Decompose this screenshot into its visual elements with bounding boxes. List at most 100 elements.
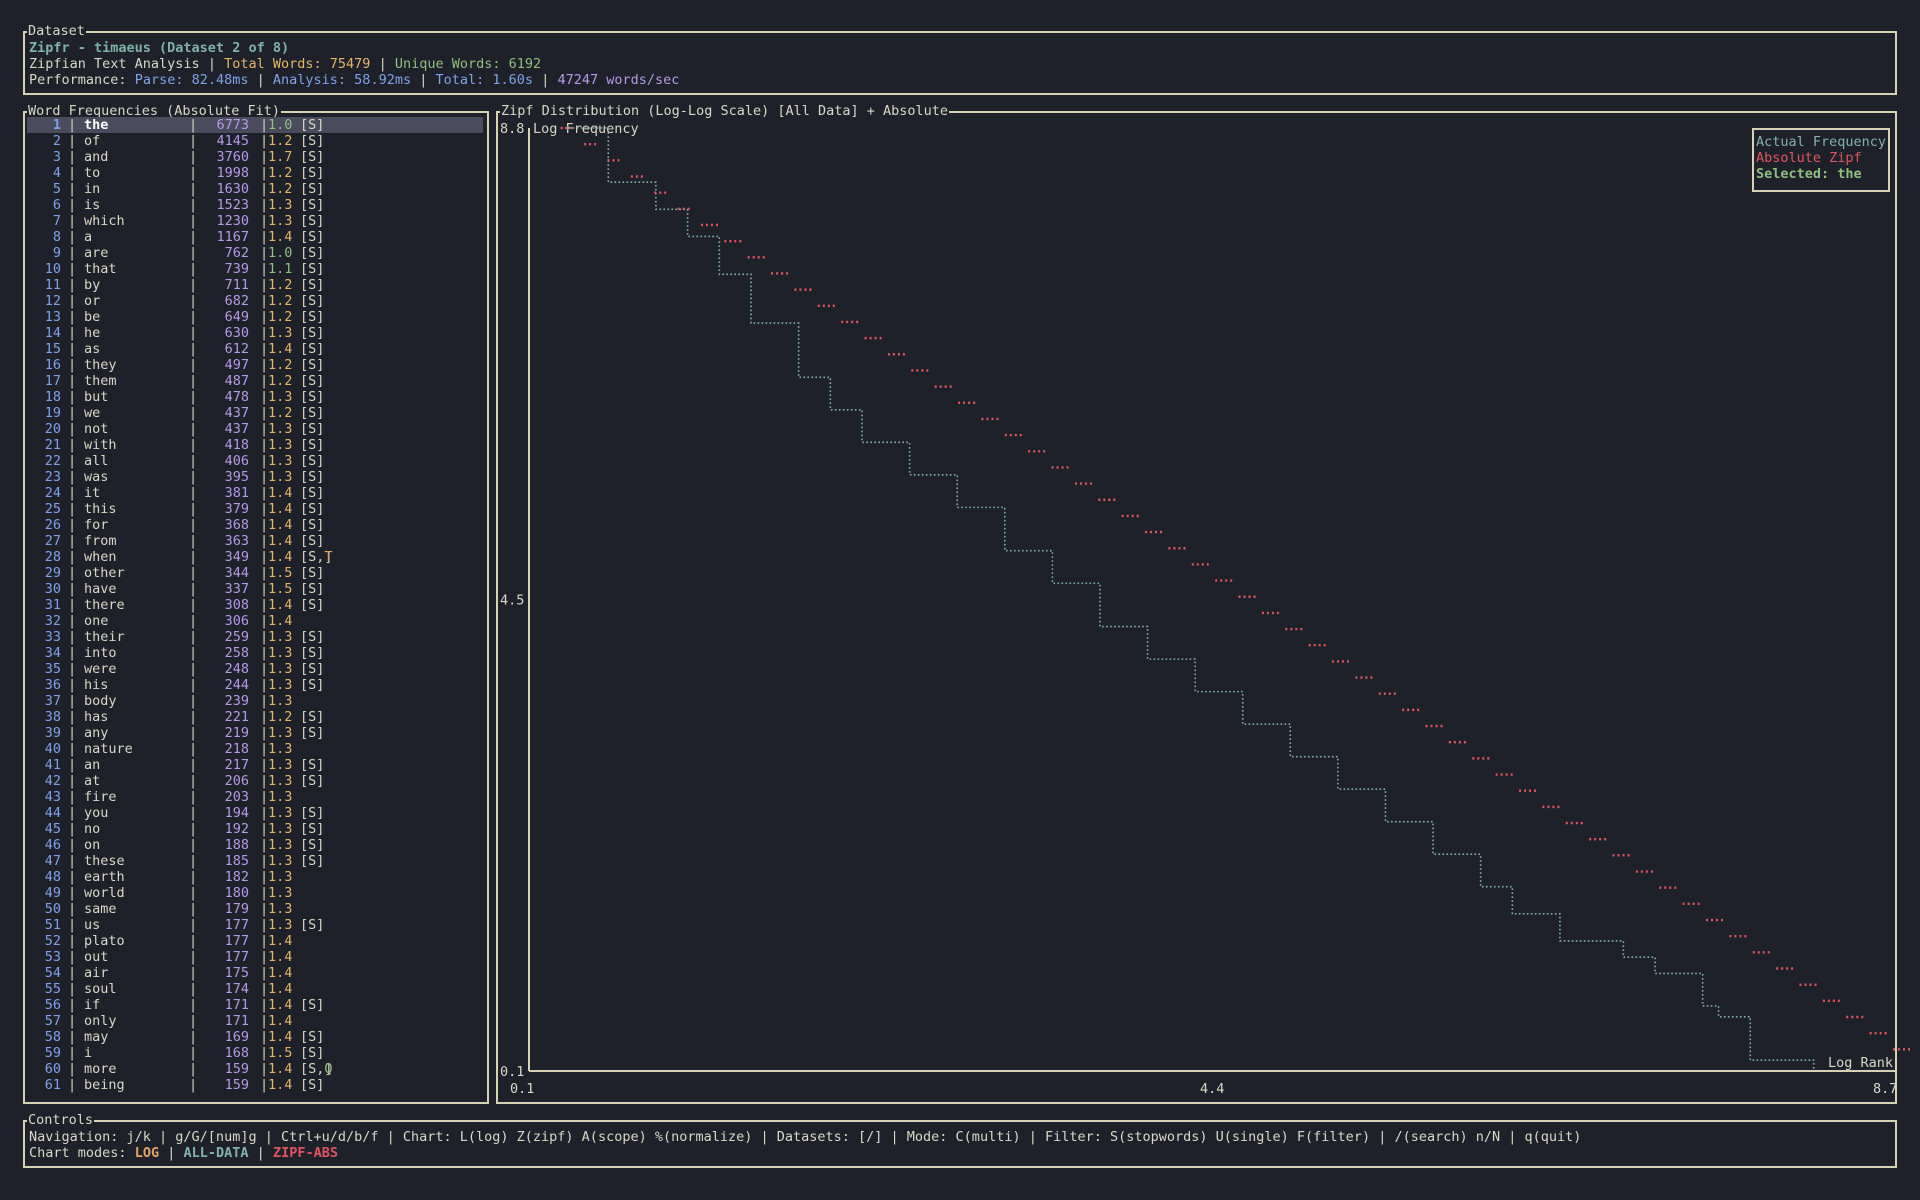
frequency-cell: 418 bbox=[224, 437, 249, 453]
separator: | bbox=[68, 997, 77, 1013]
rank-cell: 26 bbox=[44, 517, 61, 533]
word-row[interactable]: 19 | we | 437 | 1.2 [S] bbox=[27, 405, 483, 421]
word-row[interactable]: 40 | nature | 218 | 1.3 bbox=[27, 741, 483, 757]
word-row[interactable]: 9 | are | 762 | 1.0 [S] bbox=[27, 245, 483, 261]
word-row[interactable]: 7 | which | 1230 | 1.3 [S] bbox=[27, 213, 483, 229]
word-row[interactable]: 32 | one | 306 | 1.4 bbox=[27, 613, 483, 629]
word-row[interactable]: 31 | there | 308 | 1.4 [S] bbox=[27, 597, 483, 613]
frequency-cell: 337 bbox=[224, 581, 249, 597]
word-row[interactable]: 52 | plato | 177 | 1.4 bbox=[27, 933, 483, 949]
word-row[interactable]: 38 | has | 221 | 1.2 [S] bbox=[27, 709, 483, 725]
ratio-cell: 1.3 bbox=[268, 773, 293, 789]
word-row[interactable]: 53 | out | 177 | 1.4 bbox=[27, 949, 483, 965]
word-row[interactable]: 33 | their | 259 | 1.3 [S] bbox=[27, 629, 483, 645]
word-row[interactable]: 28 | when | 349 | 1.4 [S, T] bbox=[27, 549, 483, 565]
word-row[interactable]: 43 | fire | 203 | 1.3 bbox=[27, 789, 483, 805]
separator: | bbox=[260, 277, 269, 293]
word-row[interactable]: 26 | for | 368 | 1.4 [S] bbox=[27, 517, 483, 533]
word-row[interactable]: 23 | was | 395 | 1.3 [S] bbox=[27, 469, 483, 485]
word-row[interactable]: 46 | on | 188 | 1.3 [S] bbox=[27, 837, 483, 853]
word-row[interactable]: 18 | but | 478 | 1.3 [S] bbox=[27, 389, 483, 405]
word-row[interactable]: 17 | them | 487 | 1.2 [S] bbox=[27, 373, 483, 389]
word-row[interactable]: 21 | with | 418 | 1.3 [S] bbox=[27, 437, 483, 453]
frequency-cell: 188 bbox=[224, 837, 249, 853]
word-row[interactable]: 14 | he | 630 | 1.3 [S] bbox=[27, 325, 483, 341]
separator: | bbox=[260, 917, 269, 933]
ratio-cell: 1.4 bbox=[268, 613, 293, 629]
rank-cell: 3 bbox=[52, 149, 61, 165]
separator: | bbox=[189, 517, 198, 533]
frequency-cell: 711 bbox=[224, 277, 249, 293]
word-cell: we bbox=[84, 405, 101, 421]
word-row[interactable]: 45 | no | 192 | 1.3 [S] bbox=[27, 821, 483, 837]
ratio-cell: 1.4 bbox=[268, 1061, 293, 1077]
word-row[interactable]: 54 | air | 175 | 1.4 bbox=[27, 965, 483, 981]
y-axis-label: Log Frequency bbox=[533, 121, 639, 137]
word-list[interactable]: 1 | the | 6773 | 1.0 [S] 2 | of | 4145 | 1.2 [S] 3 | and | 3… bbox=[27, 117, 483, 1093]
word-row[interactable]: 56 | if | 171 | 1.4 [S] bbox=[27, 997, 483, 1013]
word-row[interactable]: 15 | as | 612 | 1.4 [S] bbox=[27, 341, 483, 357]
word-row[interactable]: 42 | at | 206 | 1.3 [S] bbox=[27, 773, 483, 789]
word-row[interactable]: 10 | that | 739 | 1.1 [S] bbox=[27, 261, 483, 277]
word-row[interactable]: 41 | an | 217 | 1.3 [S] bbox=[27, 757, 483, 773]
word-row[interactable]: 25 | this | 379 | 1.4 [S] bbox=[27, 501, 483, 517]
rank-cell: 29 bbox=[44, 565, 61, 581]
separator: | bbox=[189, 469, 198, 485]
word-row[interactable]: 48 | earth | 182 | 1.3 bbox=[27, 869, 483, 885]
word-row[interactable]: 61 | being | 159 | 1.4 [S] bbox=[27, 1077, 483, 1093]
word-row[interactable]: 16 | they | 497 | 1.2 [S] bbox=[27, 357, 483, 373]
word-row[interactable]: 12 | or | 682 | 1.2 [S] bbox=[27, 293, 483, 309]
word-row[interactable]: 6 | is | 1523 | 1.3 [S] bbox=[27, 197, 483, 213]
frequency-cell: 349 bbox=[224, 549, 249, 565]
separator: | bbox=[189, 757, 198, 773]
word-row[interactable]: 55 | soul | 174 | 1.4 bbox=[27, 981, 483, 997]
word-row[interactable]: 60 | more | 159 | 1.4 [S, Q] bbox=[27, 1061, 483, 1077]
ratio-cell: 1.4 bbox=[268, 501, 293, 517]
word-row[interactable]: 11 | by | 711 | 1.2 [S] bbox=[27, 277, 483, 293]
frequency-cell: 6773 bbox=[216, 117, 249, 133]
word-row[interactable]: 13 | be | 649 | 1.2 [S] bbox=[27, 309, 483, 325]
word-row[interactable]: 29 | other | 344 | 1.5 [S] bbox=[27, 565, 483, 581]
word-row[interactable]: 59 | i | 168 | 1.5 [S] bbox=[27, 1045, 483, 1061]
word-row[interactable]: 22 | all | 406 | 1.3 [S] bbox=[27, 453, 483, 469]
frequency-cell: 259 bbox=[224, 629, 249, 645]
word-row[interactable]: 50 | same | 179 | 1.3 bbox=[27, 901, 483, 917]
rank-cell: 41 bbox=[44, 757, 61, 773]
word-row[interactable]: 49 | world | 180 | 1.3 bbox=[27, 885, 483, 901]
word-row[interactable]: 44 | you | 194 | 1.3 [S] bbox=[27, 805, 483, 821]
word-cell: you bbox=[84, 805, 109, 821]
word-row[interactable]: 47 | these | 185 | 1.3 [S] bbox=[27, 853, 483, 869]
word-row[interactable]: 36 | his | 244 | 1.3 [S] bbox=[27, 677, 483, 693]
separator: | bbox=[68, 261, 77, 277]
separator: | bbox=[189, 421, 198, 437]
word-row[interactable]: 20 | not | 437 | 1.3 [S] bbox=[27, 421, 483, 437]
word-row[interactable]: 34 | into | 258 | 1.3 [S] bbox=[27, 645, 483, 661]
word-row[interactable]: 58 | may | 169 | 1.4 [S] bbox=[27, 1029, 483, 1045]
word-row[interactable]: 35 | were | 248 | 1.3 [S] bbox=[27, 661, 483, 677]
separator: | bbox=[189, 341, 198, 357]
word-row[interactable]: 2 | of | 4145 | 1.2 [S] bbox=[27, 133, 483, 149]
ratio-cell: 1.5 bbox=[268, 1045, 293, 1061]
word-row[interactable]: 30 | have | 337 | 1.5 [S] bbox=[27, 581, 483, 597]
word-row-selected[interactable]: 1 | the | 6773 | 1.0 [S] bbox=[27, 117, 483, 133]
word-row[interactable]: 57 | only | 171 | 1.4 bbox=[27, 1013, 483, 1029]
words-per-sec: 47247 words/sec bbox=[557, 72, 680, 88]
frequency-cell: 3760 bbox=[216, 149, 249, 165]
separator: | bbox=[260, 773, 269, 789]
word-row[interactable]: 4 | to | 1998 | 1.2 [S] bbox=[27, 165, 483, 181]
word-row[interactable]: 8 | a | 1167 | 1.4 [S] bbox=[27, 229, 483, 245]
word-frequencies-panel[interactable]: Word Frequencies (Absolute Fit) bbox=[23, 103, 489, 1104]
word-row[interactable]: 5 | in | 1630 | 1.2 [S] bbox=[27, 181, 483, 197]
word-cell: these bbox=[84, 853, 125, 869]
word-row[interactable]: 24 | it | 381 | 1.4 [S] bbox=[27, 485, 483, 501]
word-row[interactable]: 51 | us | 177 | 1.3 [S] bbox=[27, 917, 483, 933]
word-cell: nature bbox=[84, 741, 133, 757]
word-cell: if bbox=[84, 997, 101, 1013]
word-row[interactable]: 27 | from | 363 | 1.4 [S] bbox=[27, 533, 483, 549]
ratio-cell: 1.3 bbox=[268, 693, 293, 709]
word-row[interactable]: 3 | and | 3760 | 1.7 [S] bbox=[27, 149, 483, 165]
word-row[interactable]: 37 | body | 239 | 1.3 bbox=[27, 693, 483, 709]
word-cell: for bbox=[84, 517, 109, 533]
frequency-cell: 306 bbox=[224, 613, 249, 629]
word-row[interactable]: 39 | any | 219 | 1.3 [S] bbox=[27, 725, 483, 741]
